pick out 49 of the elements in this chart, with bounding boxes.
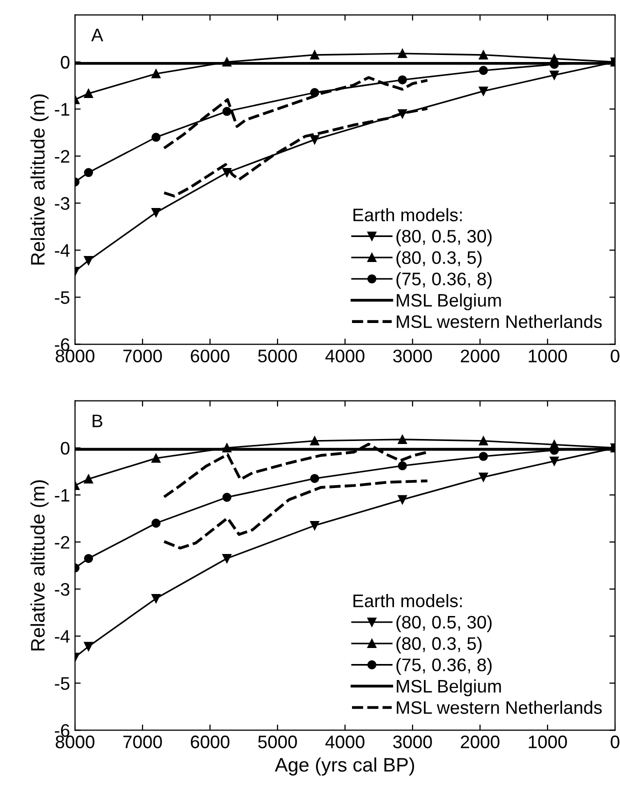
legend-label: (75, 0.36, 8) (396, 658, 492, 675)
legend-title: Earth models: (354, 594, 462, 608)
x-tick-label: 3000 (393, 350, 432, 362)
legend-label: (75, 0.36, 8) (396, 272, 492, 289)
legend-label: (80, 0.5, 30) (396, 229, 492, 246)
x-tick-label: 5000 (258, 736, 297, 748)
x-tick-label: 6000 (190, 350, 230, 362)
text: A (91, 28, 104, 42)
x-tick-label: 6000 (190, 736, 230, 748)
y-tick-label: -5 (54, 677, 70, 690)
legend-label: MSL western Netherlands (396, 700, 602, 714)
y-tick-label: -6 (54, 724, 70, 737)
text: B (92, 414, 102, 428)
legend-label: MSL Belgium (396, 293, 501, 310)
x-tick-label: 1000 (528, 350, 567, 362)
y-tick-label: -2 (54, 150, 70, 163)
y-tick-label: -1 (54, 103, 70, 116)
x-tick-label: 3000 (393, 736, 432, 748)
y-tick-label: -5 (54, 291, 70, 304)
x-tick-label: 2000 (460, 736, 500, 748)
y-axis-title: Relative altitude (m) (30, 480, 49, 650)
x-tick-label: 7000 (123, 350, 162, 362)
x-tick-label: 4000 (325, 350, 364, 362)
y-tick-label: -2 (54, 536, 70, 549)
legend-label: (80, 0.5, 30) (396, 615, 492, 632)
legend-label: (80, 0.3, 5) (396, 250, 482, 268)
y-axis-title: Relative altitude (m) (30, 94, 49, 264)
x-tick-label: 1000 (528, 736, 567, 748)
x-tick-label: 5000 (258, 350, 297, 362)
y-tick-label: 0 (60, 442, 70, 455)
x-tick-label: 0 (610, 350, 620, 362)
y-tick-label: -6 (54, 338, 70, 351)
y-tick-label: -3 (54, 582, 70, 596)
x-tick-label: 0 (610, 736, 620, 748)
x-axis-title: Age (yrs cal BP) (274, 757, 414, 776)
legend-label: (80, 0.3, 5) (396, 636, 482, 654)
y-tick-label: -3 (54, 197, 70, 210)
y-tick-label: -4 (54, 630, 70, 643)
x-tick-label: 8000 (56, 736, 94, 748)
x-tick-label: 7000 (123, 736, 162, 748)
legend-label: MSL Belgium (396, 679, 501, 696)
y-tick-label: -1 (54, 489, 70, 502)
y-tick-label: 0 (60, 56, 70, 69)
x-tick-label: 8000 (56, 350, 94, 362)
y-tick-label: -4 (54, 244, 70, 257)
x-tick-label: 2000 (460, 350, 500, 362)
legend-label: MSL western Netherlands (396, 314, 602, 328)
legend-title: Earth models: (354, 208, 462, 222)
x-tick-label: 4000 (325, 736, 364, 748)
